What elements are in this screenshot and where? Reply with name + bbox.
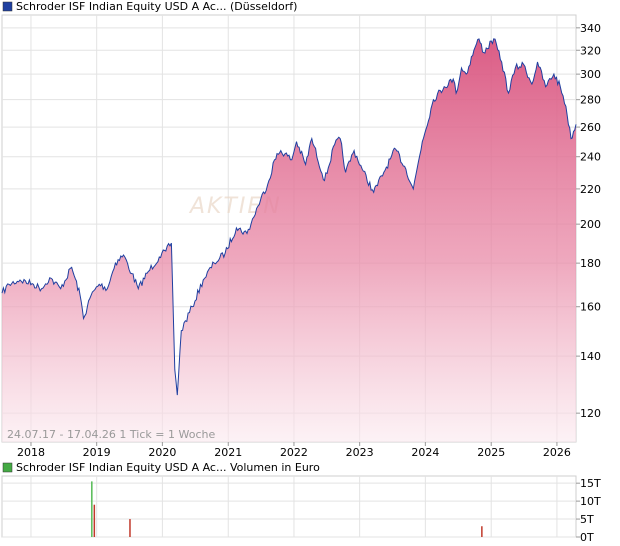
price-y-tick-label: 180 (580, 257, 601, 270)
volume-bar (481, 526, 483, 537)
volume-chart-title: Schroder ISF Indian Equity USD A Ac... V… (16, 461, 320, 474)
price-x-ticks: 2018 2019 2020 2021 2022 2023 2024 2025 2026 (17, 442, 571, 459)
volume-y-tick-label: 5T (580, 513, 594, 526)
price-y-tick-label: 220 (580, 183, 601, 196)
price-x-tick-label: 2019 (83, 446, 111, 459)
price-y-tick-label: 340 (580, 22, 601, 35)
price-y-tick-label: 160 (580, 301, 601, 314)
price-info-text: 24.07.17 - 17.04.26 1 Tick = 1 Woche (7, 428, 215, 441)
price-y-tick-label: 140 (580, 350, 601, 363)
volume-bars (91, 481, 483, 537)
volume-y-tick-label: 0T (580, 531, 594, 544)
price-chart-title: Schroder ISF Indian Equity USD A Ac... (… (16, 0, 297, 13)
volume-y-ticks: 0T 5T 10T 15T (576, 477, 601, 544)
volume-bar (129, 519, 131, 537)
price-x-tick-label: 2022 (280, 446, 308, 459)
price-y-tick-label: 120 (580, 407, 601, 420)
price-x-tick-label: 2026 (543, 446, 571, 459)
volume-legend-swatch (2, 462, 13, 473)
price-y-tick-label: 320 (580, 44, 601, 57)
price-x-tick-label: 2018 (17, 446, 45, 459)
volume-plot-frame (1, 475, 577, 538)
volume-y-tick-label: 10T (580, 495, 601, 508)
volume-bar (93, 504, 96, 537)
price-x-tick-label: 2021 (214, 446, 242, 459)
price-area (2, 38, 576, 443)
price-plot: AKTIEN 24.07.17 - 17.04.26 1 Tick = 1 Wo… (1, 14, 577, 443)
volume-bar (91, 481, 93, 537)
price-y-tick-label: 240 (580, 151, 601, 164)
price-legend-swatch (2, 1, 13, 12)
price-y-ticks: 120 140 160 180 200 220 240 260 280 300 320 340 (576, 22, 601, 420)
volume-grid (2, 476, 576, 538)
price-y-tick-label: 260 (580, 121, 601, 134)
volume-plot (1, 475, 577, 538)
price-line (1, 38, 577, 396)
price-y-tick-label: 200 (580, 218, 601, 231)
price-x-tick-label: 2023 (346, 446, 374, 459)
price-x-tick-label: 2020 (148, 446, 176, 459)
volume-y-tick-label: 15T (580, 477, 601, 490)
price-x-tick-label: 2024 (411, 446, 439, 459)
price-x-tick-label: 2025 (477, 446, 505, 459)
price-y-tick-label: 280 (580, 94, 601, 107)
price-y-tick-label: 300 (580, 68, 601, 81)
